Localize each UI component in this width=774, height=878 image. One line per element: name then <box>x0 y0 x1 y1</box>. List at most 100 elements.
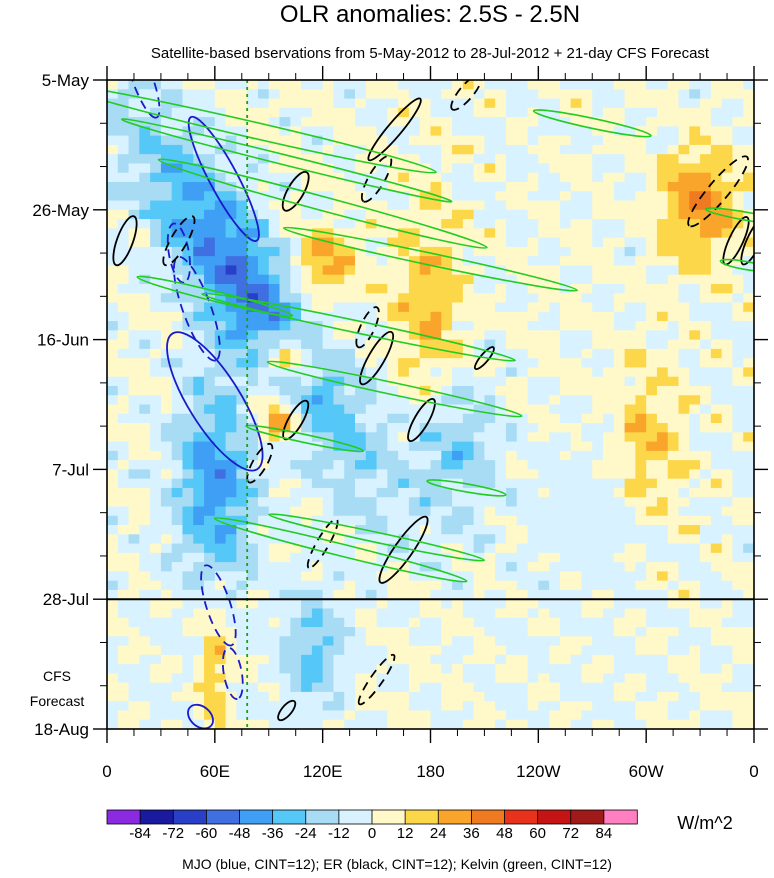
anomaly-cell <box>549 311 561 322</box>
anomaly-cell <box>247 515 259 526</box>
anomaly-cell <box>656 450 669 461</box>
anomaly-cell <box>527 80 539 90</box>
anomaly-cell <box>344 311 356 322</box>
anomaly-cell <box>214 487 227 498</box>
anomaly-cell <box>344 664 356 674</box>
anomaly-cell <box>505 589 518 600</box>
anomaly-cell <box>419 478 432 489</box>
colorbar-swatch <box>537 809 572 825</box>
anomaly-cell <box>441 311 453 322</box>
anomaly-cell <box>635 589 647 600</box>
anomaly-cell <box>516 543 529 554</box>
anomaly-cell <box>549 265 561 276</box>
anomaly-cell <box>355 673 367 684</box>
anomaly-cell <box>646 469 658 480</box>
anomaly-cell <box>484 348 496 359</box>
anomaly-cell <box>635 608 647 619</box>
anomaly-cell <box>581 562 593 572</box>
anomaly-cell <box>635 469 647 480</box>
anomaly-cell <box>732 478 744 489</box>
anomaly-cell <box>710 441 723 452</box>
anomaly-cell <box>279 562 291 572</box>
anomaly-cell <box>236 135 248 146</box>
anomaly-cell <box>667 200 680 211</box>
anomaly-cell <box>344 163 356 174</box>
anomaly-cell <box>559 478 572 489</box>
anomaly-cell <box>301 117 313 127</box>
anomaly-cell <box>516 107 529 118</box>
anomaly-cell <box>128 580 140 591</box>
anomaly-cell <box>559 367 572 378</box>
anomaly-cell <box>322 274 335 285</box>
anomaly-cell <box>355 219 367 229</box>
anomaly-cell <box>710 617 723 628</box>
anomaly-cell <box>204 710 216 721</box>
anomaly-cell <box>473 126 486 137</box>
anomaly-cell <box>279 117 291 127</box>
anomaly-cell <box>570 423 583 433</box>
anomaly-cell <box>484 293 496 304</box>
anomaly-cell <box>570 117 583 127</box>
anomaly-cell <box>549 256 561 267</box>
anomaly-cell <box>322 154 335 165</box>
anomaly-cell <box>635 154 647 165</box>
anomaly-cell <box>743 608 754 619</box>
anomaly-cell <box>419 682 432 693</box>
anomaly-cell <box>355 627 367 637</box>
anomaly-cell <box>398 506 410 517</box>
anomaly-cell <box>441 172 453 183</box>
anomaly-cell <box>365 154 378 165</box>
anomaly-cell <box>484 589 496 600</box>
anomaly-cell <box>613 265 626 276</box>
anomaly-cell <box>139 645 151 656</box>
anomaly-cell <box>171 321 184 331</box>
anomaly-cell <box>549 450 561 461</box>
anomaly-cell <box>344 413 356 424</box>
anomaly-cell <box>505 367 518 378</box>
anomaly-cell <box>301 274 313 285</box>
anomaly-cell <box>408 469 421 480</box>
anomaly-cell <box>171 302 184 313</box>
anomaly-cell <box>667 367 680 378</box>
anomaly-cell <box>344 181 356 192</box>
anomaly-cell <box>570 265 583 276</box>
anomaly-cell <box>247 330 259 341</box>
anomaly-cell <box>549 126 561 137</box>
anomaly-cell <box>408 348 421 359</box>
anomaly-cell <box>333 691 345 702</box>
anomaly-cell <box>441 237 453 248</box>
anomaly-cell <box>311 80 324 90</box>
anomaly-cell <box>279 432 291 443</box>
anomaly-cell <box>495 552 507 563</box>
anomaly-cell <box>527 154 539 165</box>
anomaly-cell <box>667 589 680 600</box>
anomaly-cell <box>150 256 162 267</box>
anomaly-cell <box>635 515 647 526</box>
anomaly-cell <box>689 525 701 535</box>
anomaly-cell <box>214 117 227 127</box>
anomaly-cell <box>139 432 151 443</box>
anomaly-cell <box>473 701 486 712</box>
anomaly-cell <box>257 413 270 424</box>
anomaly-cell <box>570 534 583 545</box>
anomaly-cell <box>344 274 356 285</box>
anomaly-cell <box>430 98 442 109</box>
anomaly-cell <box>160 460 173 470</box>
er-contour <box>360 155 393 203</box>
anomaly-cell <box>462 283 475 294</box>
anomaly-cell <box>516 367 529 378</box>
anomaly-cell <box>365 376 378 387</box>
anomaly-cell <box>732 515 744 526</box>
anomaly-cell <box>387 627 399 637</box>
anomaly-cell <box>355 450 367 461</box>
anomaly-cell <box>592 283 604 294</box>
anomaly-cell <box>441 376 453 387</box>
anomaly-cell <box>408 562 421 572</box>
anomaly-cell <box>635 200 647 211</box>
anomaly-cell <box>592 154 604 165</box>
anomaly-cell <box>355 283 367 294</box>
anomaly-cell <box>182 589 194 600</box>
anomaly-cell <box>667 376 680 387</box>
anomaly-cell <box>667 673 680 684</box>
anomaly-cell <box>505 487 518 498</box>
